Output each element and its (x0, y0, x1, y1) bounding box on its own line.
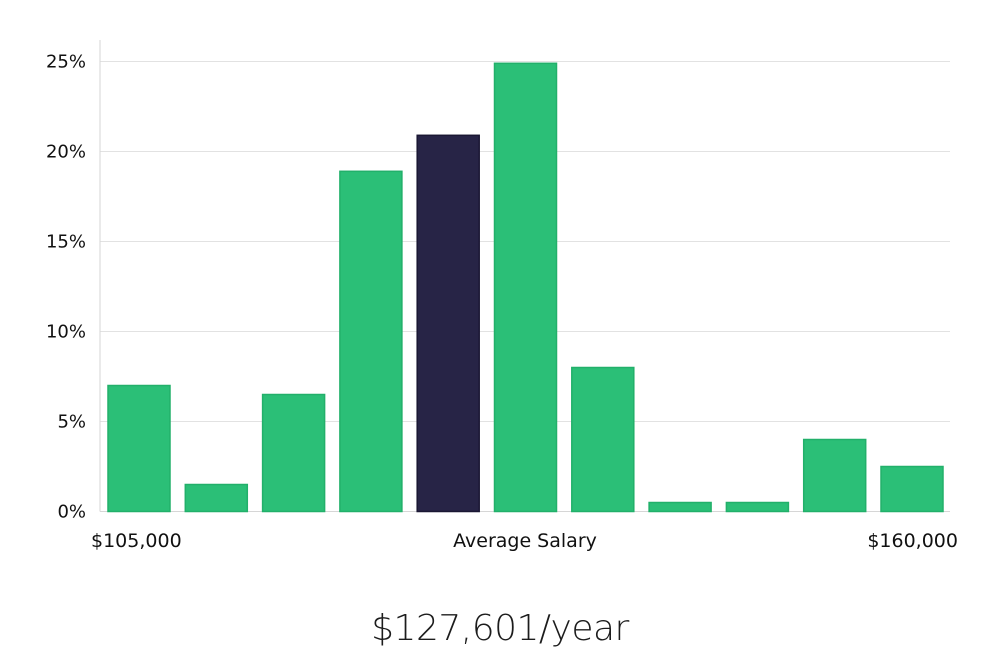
histogram-bar (802, 438, 867, 513)
histogram-bar (184, 483, 249, 513)
y-tick-label: 15% (46, 232, 86, 253)
histogram-bar (725, 501, 790, 513)
x-min-label: $105,000 (91, 530, 182, 552)
x-center-label: Average Salary (453, 530, 597, 552)
y-tick-label: 10% (46, 322, 86, 343)
histogram-bar (261, 393, 326, 513)
average-salary-value: $127,601/year (371, 608, 629, 649)
y-tick-label: 5% (57, 412, 86, 433)
average-salary-bar (416, 134, 480, 513)
histogram-bar (648, 501, 712, 513)
y-tick-label: 25% (46, 52, 86, 73)
y-tick-label: 0% (57, 502, 86, 523)
salary-histogram: 0% 5% 10% 15% 20% 25% $105,000 Average Salary… (46, 40, 958, 552)
y-tick-label: 20% (46, 142, 86, 163)
histogram-bar (339, 170, 403, 513)
histogram-bar (107, 384, 171, 513)
histogram-bar (493, 62, 558, 513)
histogram-bar (571, 366, 635, 513)
y-axis-ticks: 0% 5% 10% 15% 20% 25% (46, 52, 86, 523)
histogram-bar (880, 465, 944, 513)
x-max-label: $160,000 (867, 530, 958, 552)
bars (107, 62, 944, 513)
